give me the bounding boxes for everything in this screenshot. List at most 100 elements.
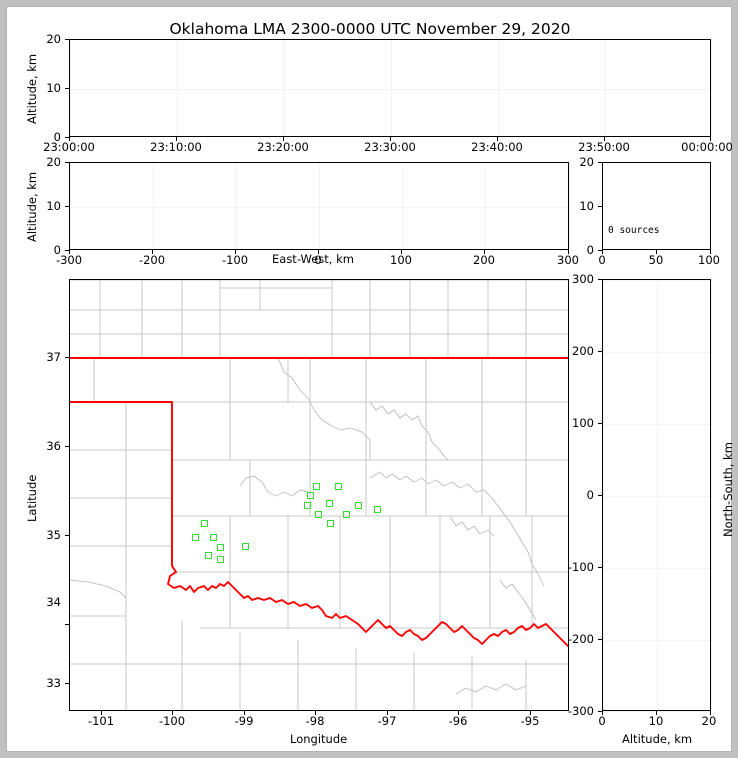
source-marker bbox=[307, 492, 314, 499]
source-marker bbox=[217, 556, 224, 563]
ytick-label: 34 bbox=[46, 595, 61, 609]
xtick-label: -96 bbox=[448, 714, 468, 728]
tick bbox=[710, 250, 711, 254]
ytick-label: 10 bbox=[579, 199, 594, 213]
source-marker bbox=[201, 520, 208, 527]
gridline bbox=[498, 40, 499, 136]
xtick-label: 0 bbox=[598, 253, 606, 267]
ytick-label: 10 bbox=[46, 199, 61, 213]
tick bbox=[65, 535, 69, 536]
xtick-label: 100 bbox=[390, 253, 412, 267]
gridline bbox=[319, 163, 320, 249]
ylabel-altitude-ew: Altitude, km bbox=[25, 171, 39, 242]
ylabel-northsouth: North-South, km bbox=[721, 442, 735, 537]
panel-eastwest-height[interactable] bbox=[69, 162, 570, 250]
xtick-label: 23:40:00 bbox=[471, 140, 523, 154]
tick bbox=[69, 250, 70, 254]
tick bbox=[568, 250, 569, 254]
tick bbox=[235, 250, 236, 254]
tick bbox=[656, 711, 657, 715]
gridline bbox=[485, 163, 486, 249]
source-marker bbox=[242, 543, 249, 550]
ytick-label: 0 bbox=[53, 243, 61, 257]
panel-time-height[interactable] bbox=[69, 39, 712, 137]
tick bbox=[598, 495, 602, 496]
tick bbox=[598, 711, 602, 712]
tick bbox=[69, 137, 70, 141]
ytick-label: 20 bbox=[579, 155, 594, 169]
ytick-label: 37 bbox=[46, 350, 61, 364]
tick bbox=[152, 250, 153, 254]
ytick-label: 0 bbox=[53, 130, 61, 144]
tick bbox=[65, 137, 69, 138]
source-marker bbox=[192, 534, 199, 541]
source-count-label: 0 sources bbox=[608, 225, 660, 236]
ytick-label: 0 bbox=[586, 488, 594, 502]
tick bbox=[101, 711, 102, 715]
tick bbox=[598, 250, 602, 251]
source-marker bbox=[210, 534, 217, 541]
tick bbox=[598, 162, 602, 163]
tick bbox=[65, 357, 69, 358]
panel-altitude-histogram[interactable]: 0 sources bbox=[602, 162, 711, 250]
tick bbox=[318, 250, 319, 254]
tick bbox=[65, 39, 69, 40]
xlabel-eastwest: East-West, km bbox=[272, 252, 354, 266]
figure-canvas: Oklahoma LMA 2300-0000 UTC November 29, … bbox=[6, 6, 735, 752]
gridline bbox=[711, 280, 712, 710]
tick bbox=[530, 711, 531, 715]
xlabel-altitude-ns: Altitude, km bbox=[622, 732, 693, 746]
gridline bbox=[70, 163, 71, 249]
figure-title: Oklahoma LMA 2300-0000 UTC November 29, … bbox=[169, 20, 571, 38]
gridline bbox=[603, 640, 710, 641]
source-marker bbox=[315, 511, 322, 518]
source-marker bbox=[327, 520, 334, 527]
gridline bbox=[603, 280, 604, 710]
panel-altitude-northsouth[interactable] bbox=[602, 279, 712, 712]
tick bbox=[604, 137, 605, 141]
gridline bbox=[603, 496, 710, 497]
xtick-label: 23:30:00 bbox=[364, 140, 416, 154]
gridline bbox=[153, 163, 154, 249]
xtick-label: 0 bbox=[598, 714, 606, 728]
gridline bbox=[236, 163, 237, 249]
xtick-label: -200 bbox=[138, 253, 166, 267]
xtick-label: -101 bbox=[87, 714, 115, 728]
basemap-counties-svg bbox=[70, 280, 568, 710]
gridline bbox=[603, 352, 710, 353]
gridline bbox=[603, 568, 710, 569]
ylabel-altitude-time: Altitude, km bbox=[25, 53, 39, 124]
gridline bbox=[177, 40, 178, 136]
source-marker bbox=[304, 502, 311, 509]
xtick-label: 300 bbox=[557, 253, 579, 267]
gridline bbox=[605, 40, 606, 136]
ytick-label: -200 bbox=[567, 632, 594, 646]
gridline bbox=[402, 163, 403, 249]
tick bbox=[65, 206, 69, 207]
tick bbox=[283, 137, 284, 141]
tick bbox=[244, 711, 245, 715]
tick bbox=[65, 162, 69, 163]
tick bbox=[401, 250, 402, 254]
ylabel-latitude: Latitude bbox=[25, 474, 39, 522]
source-marker bbox=[217, 544, 224, 551]
source-marker bbox=[326, 500, 333, 507]
tick bbox=[65, 683, 69, 684]
tick bbox=[598, 639, 602, 640]
tick bbox=[65, 250, 69, 251]
gridline bbox=[284, 40, 285, 136]
xtick-label: 23:00:00 bbox=[43, 140, 95, 154]
tick bbox=[656, 250, 657, 254]
panel-map[interactable] bbox=[69, 279, 569, 711]
xtick-label: -98 bbox=[305, 714, 325, 728]
ytick-label: -100 bbox=[567, 560, 594, 574]
source-marker bbox=[343, 511, 350, 518]
ytick-label: 35 bbox=[46, 528, 61, 542]
ytick-label: 300 bbox=[572, 272, 594, 286]
ytick-label: 20 bbox=[46, 32, 61, 46]
gridline bbox=[657, 280, 658, 710]
tick bbox=[497, 137, 498, 141]
ytick-label: 10 bbox=[46, 81, 61, 95]
xtick-label: 20 bbox=[701, 714, 717, 728]
xlabel-longitude: Longitude bbox=[290, 732, 348, 746]
